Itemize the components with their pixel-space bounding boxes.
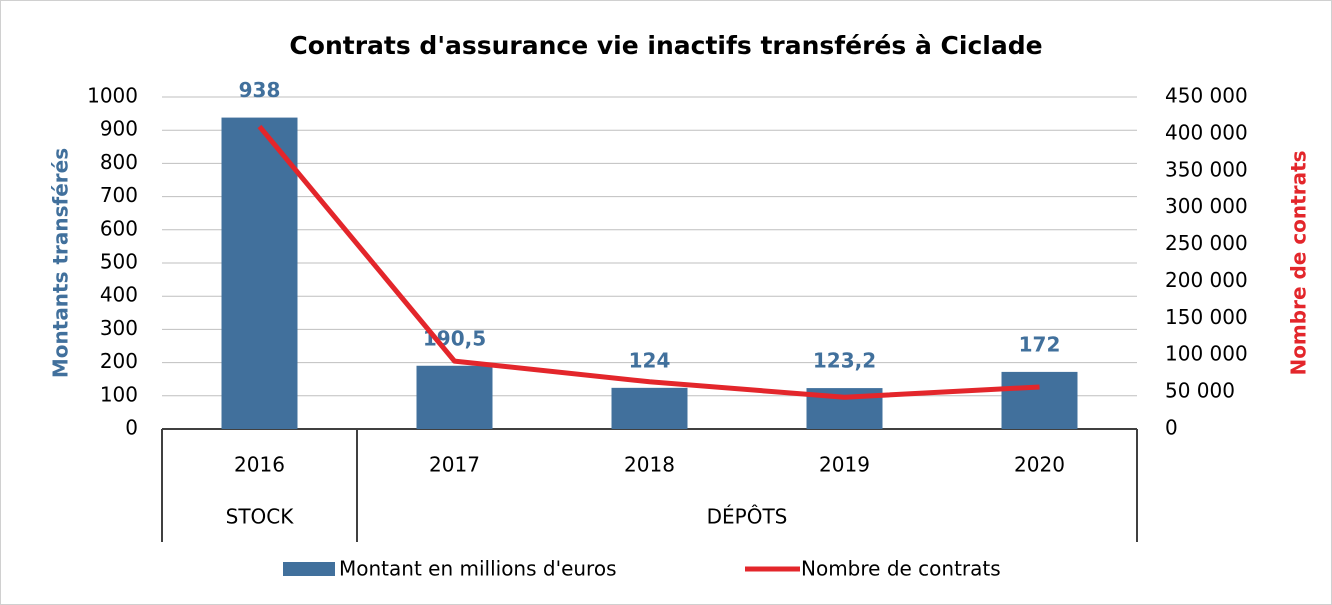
data-label: 124	[629, 348, 671, 372]
chart-title: Contrats d'assurance vie inactifs transf…	[289, 31, 1042, 60]
y-tick-label: 700	[100, 183, 138, 207]
y-tick-label: 900	[100, 117, 138, 141]
legend-label: Montant en millions d'euros	[339, 557, 617, 581]
y2-tick-label: 350 000	[1165, 157, 1248, 181]
data-label: 172	[1019, 332, 1061, 356]
bar	[416, 365, 493, 429]
bar	[1001, 371, 1078, 429]
y-axis-label: Montants transférés	[49, 148, 73, 378]
y-tick-label: 200	[100, 349, 138, 373]
y2-axis-label: Nombre de contrats	[1287, 150, 1311, 375]
group-label: DÉPÔTS	[707, 505, 788, 529]
data-label: 938	[239, 78, 281, 102]
y2-tick-label: 50 000	[1165, 379, 1235, 403]
y-tick-label: 400	[100, 283, 138, 307]
group-label: STOCK	[226, 505, 295, 529]
y-tick-label: 500	[100, 250, 138, 274]
x-tick-label: 2018	[624, 453, 675, 477]
y-tick-label: 1000	[87, 84, 138, 108]
y-tick-label: 600	[100, 216, 138, 240]
line	[257, 124, 1040, 400]
x-tick-label: 2017	[429, 453, 480, 477]
x-tick-label: 2016	[234, 453, 285, 477]
y2-tick-label: 150 000	[1165, 305, 1248, 329]
x-tick-label: 2019	[819, 453, 870, 477]
y2-tick-label: 300 000	[1165, 194, 1248, 218]
data-label: 123,2	[813, 349, 876, 373]
y-tick-label: 0	[125, 416, 138, 440]
y-tick-label: 800	[100, 150, 138, 174]
y2-tick-label: 250 000	[1165, 231, 1248, 255]
y2-tick-label: 200 000	[1165, 268, 1248, 292]
y2-tick-label: 400 000	[1165, 120, 1248, 144]
bar	[611, 387, 688, 429]
y2-tick-label: 0	[1165, 416, 1178, 440]
legend-swatch	[283, 562, 335, 576]
y2-tick-label: 100 000	[1165, 342, 1248, 366]
x-tick-label: 2020	[1014, 453, 1065, 477]
y-tick-label: 100	[100, 382, 138, 406]
y-tick-label: 300	[100, 316, 138, 340]
legend-label: Nombre de contrats	[801, 557, 1001, 581]
bar	[221, 117, 298, 430]
y2-tick-label: 450 000	[1165, 84, 1248, 108]
